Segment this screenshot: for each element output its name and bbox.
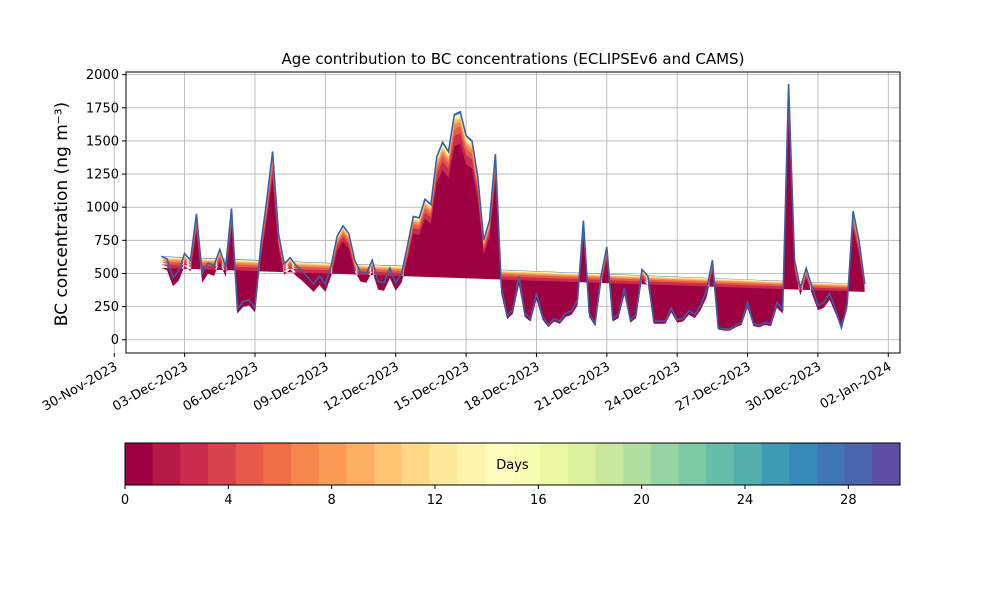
y-tick-label: 1250 (86, 168, 119, 183)
y-tick-label: 750 (94, 234, 119, 249)
colorbar-swatch (761, 443, 790, 485)
x-tick-label: 30-Dec-2023 (744, 359, 824, 414)
colorbar-swatch (844, 443, 873, 485)
colorbar-frame (124, 442, 901, 486)
plot-frame (125, 71, 901, 354)
x-tick-label: 21-Dec-2023 (532, 359, 612, 414)
y-tick-label: 1500 (86, 134, 119, 149)
colorbar-swatch (678, 443, 707, 485)
colorbar-swatch (401, 443, 430, 485)
colorbar-swatch (291, 443, 320, 485)
colorbar-swatch (180, 443, 209, 485)
colorbar: Days 0 4 8 12 16 20 24 28 (121, 442, 901, 508)
age-layer-0 (161, 119, 865, 331)
x-tick-label: 15-Dec-2023 (392, 359, 472, 414)
chart-title: Age contribution to BC concentrations (E… (282, 50, 745, 68)
colorbar-swatch (733, 443, 763, 485)
x-tick-label: 06-Dec-2023 (181, 359, 261, 414)
y-tick-label: 250 (94, 300, 119, 315)
colorbar-swatch (650, 443, 679, 485)
x-tick-label: 03-Dec-2023 (110, 359, 190, 414)
grid-lines (113, 72, 900, 353)
colorbar-tick-label: 28 (840, 493, 857, 508)
colorbar-swatch (125, 443, 154, 485)
colorbar-tick-label: 0 (121, 493, 129, 508)
colorbar-swatch (623, 443, 652, 485)
colorbar-swatch (374, 443, 403, 485)
colorbar-swatch (789, 443, 818, 485)
colorbar-label: Days (496, 458, 529, 473)
x-tick-label: 30-Nov-2023 (40, 359, 120, 414)
colorbar-swatch (263, 443, 292, 485)
colorbar-swatch (567, 443, 596, 485)
colorbar-swatch (512, 443, 541, 485)
colorbar-swatch (872, 443, 901, 485)
colorbar-swatch (706, 443, 735, 485)
y-tick-label: 2000 (86, 68, 119, 83)
x-tick-label: 12-Dec-2023 (321, 359, 401, 414)
x-axis-ticks: 30-Nov-202303-Dec-202306-Dec-202309-Dec-… (40, 353, 894, 415)
colorbar-tick-label: 24 (737, 493, 754, 508)
y-tick-label: 1000 (86, 201, 119, 216)
x-tick-label: 24-Dec-2023 (603, 359, 683, 414)
colorbar-tick-label: 20 (633, 493, 650, 508)
x-tick-label: 09-Dec-2023 (251, 359, 331, 414)
colorbar-tick-label: 8 (328, 493, 336, 508)
colorbar-tick-label: 4 (224, 493, 232, 508)
y-axis-label: BC concentration (ng m⁻³) (52, 102, 72, 326)
age-layers (160, 83, 866, 331)
colorbar-swatch (540, 443, 569, 485)
colorbar-swatch (152, 443, 181, 485)
colorbar-swatch (429, 443, 458, 485)
colorbar-swatch (318, 443, 347, 485)
y-tick-label: 500 (94, 267, 119, 282)
colorbar-tick-label: 12 (427, 493, 444, 508)
colorbar-swatch (595, 443, 624, 485)
colorbar-swatch (208, 443, 237, 485)
y-tick-label: 1750 (86, 101, 119, 116)
y-tick-label: 0 (111, 333, 119, 348)
x-tick-label: 02-Jan-2024 (818, 359, 895, 412)
colorbar-swatch (484, 443, 513, 485)
colorbar-swatch (816, 443, 846, 485)
total-concentration-line (160, 83, 866, 331)
colorbar-tick-label: 16 (530, 493, 547, 508)
x-tick-label: 18-Dec-2023 (462, 359, 542, 414)
colorbar-swatch (346, 443, 375, 485)
colorbar-swatch (235, 443, 264, 485)
x-tick-label: 27-Dec-2023 (673, 359, 753, 414)
colorbar-swatch (457, 443, 486, 485)
y-axis-ticks: 0 250 500 750 1000 1250 1500 1750 2000 (86, 68, 126, 348)
